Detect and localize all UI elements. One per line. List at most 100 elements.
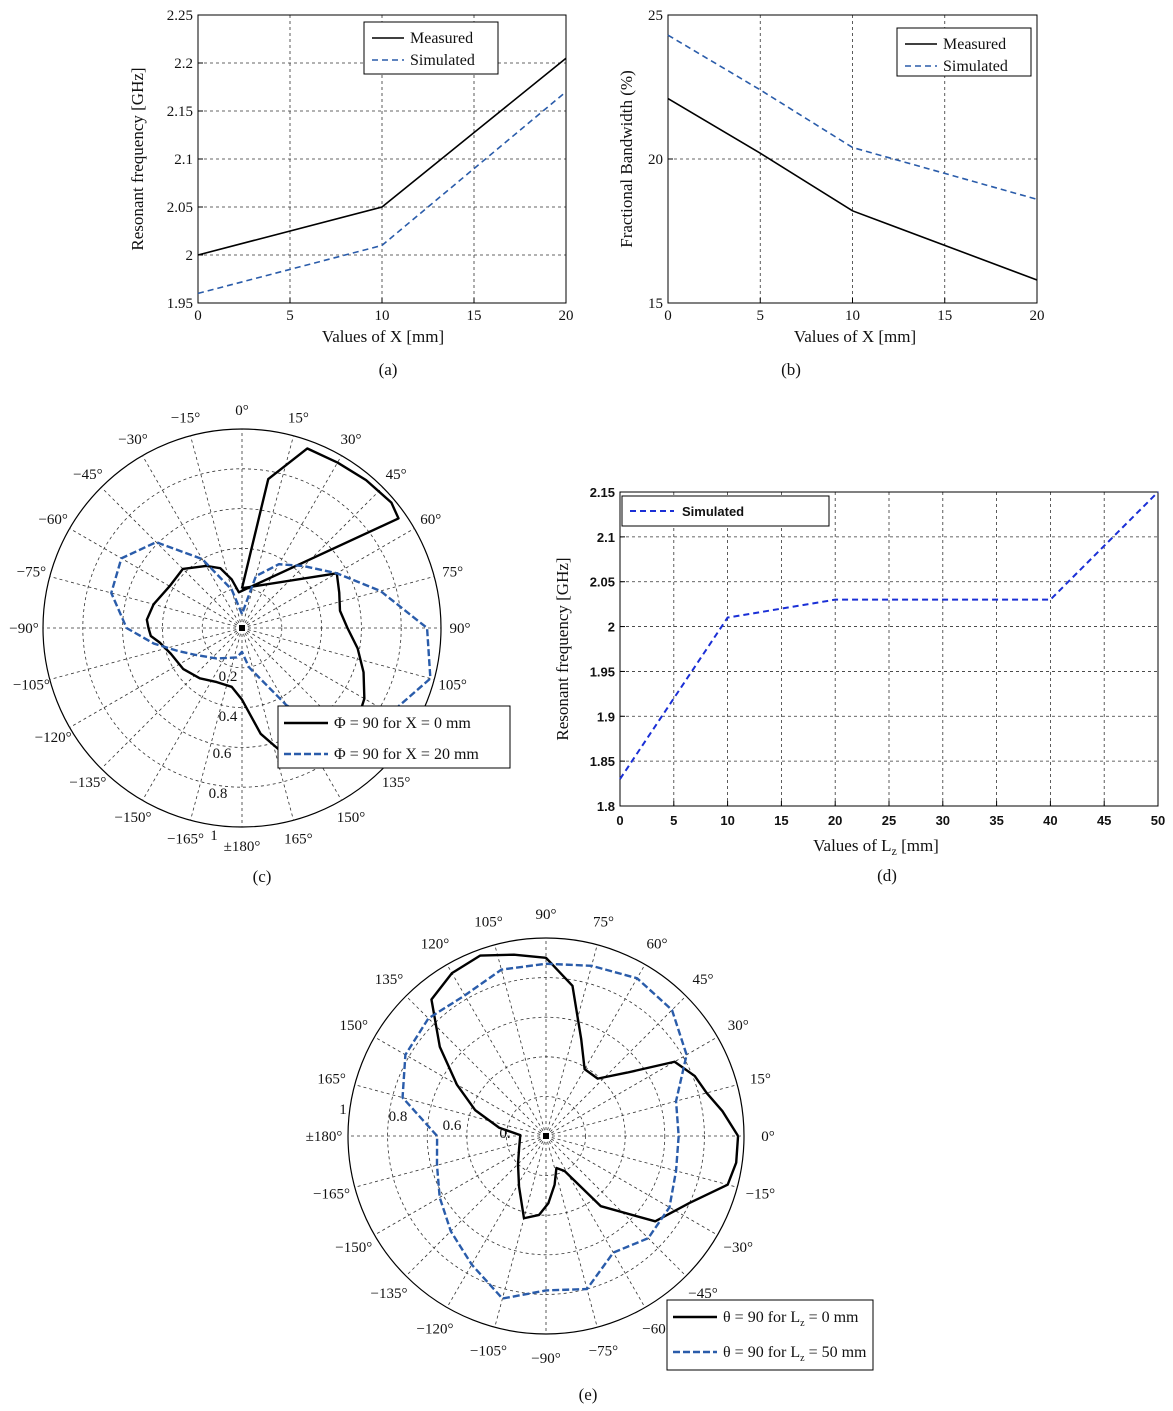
x-tick-label: 10 [720,813,734,828]
x-axis-label-unit: [mm] [897,836,939,855]
chart-c: 0°15°30°45°60°75°90°105°120°135°150°165°… [9,403,511,886]
y-tick-label: 1.95 [590,664,615,679]
x-tick-label: 25 [882,813,896,828]
legend-label: Φ = 90 for X = 20 mm [334,746,479,763]
y-tick-label: 20 [648,152,663,168]
angle-label: −105° [13,677,50,693]
polar-spoke [405,995,547,1137]
angle-label: 30° [728,1018,749,1034]
chart-e: 0° 15° 30° 45° 60° 75° 90° 105° 120° 135° 150° 165°… [306,907,874,1404]
polar-series-0 [430,953,740,1223]
angle-label: −165° [313,1186,350,1202]
figure-caption: (a) [379,360,398,379]
legend-label: Measured [410,30,473,47]
polar-ring [122,508,362,748]
y-tick-label: 2.25 [167,8,193,24]
angle-label: −15° [746,1186,775,1202]
legend-label-main: Φ = 90 for X = 20 mm [334,746,479,763]
angle-label: −75° [17,565,46,581]
legend-label: Φ = 90 for X = 0 mm [334,715,471,732]
series-line-0 [619,491,1159,780]
radial-tick-label: 1 [210,828,218,844]
x-tick-label: 0 [616,813,623,828]
angle-label: 120° [421,937,450,953]
series-line-1 [667,34,1038,201]
polar-spoke [545,995,687,1137]
polar-spoke [494,1135,547,1328]
x-tick-label: 50 [1151,813,1165,828]
polar-spoke [354,1135,547,1188]
legend-box [896,27,1032,77]
angle-label: 60° [647,937,668,953]
angle-label: −90° [9,621,38,637]
angle-label: 135° [382,775,411,791]
y-tick-label: 1.85 [590,754,615,769]
polar-spoke [354,1084,547,1137]
polar-center [543,1133,549,1139]
polar-spoke [545,1135,598,1328]
angle-label: −150° [115,810,152,826]
figure-caption: (e) [579,1385,598,1404]
polar-spoke [494,944,547,1137]
y-tick-label: 25 [648,8,663,24]
polar-ring [82,468,402,788]
x-tick-label: 45 [1097,813,1111,828]
angle-label: 75° [442,565,463,581]
x-tick-label: 35 [989,813,1003,828]
y-tick-label: 2.2 [174,56,193,72]
angle-label: 30° [341,432,362,448]
angle-label: −30° [724,1240,753,1256]
angle-label: −135° [371,1286,408,1302]
polar-spoke [545,964,646,1137]
y-axis-label: Resonant frequency [GHz] [128,67,147,250]
legend-label: Simulated [682,504,744,519]
angle-label: −120° [417,1321,454,1337]
angle-label: 45° [386,467,407,483]
legend-label-sub: z [800,1318,805,1329]
legend-label-main: θ = 90 for L [723,1309,800,1326]
angle-label: 105° [438,677,467,693]
angle-label: −75° [589,1343,618,1359]
legend: Φ = 90 for X = 0 mm Φ = 90 for X = 20 mm [277,705,511,769]
radial-tick-label: 0.8 [389,1109,408,1125]
x-tick-label: 15 [937,308,952,324]
polar-spoke [446,1135,547,1308]
series-line-0 [667,97,1038,281]
chart-d: 0 5 10 15 20 25 30 35 40 45 50 1.8 1.85 1.9 1.95 2 2.05 2… [553,485,1165,885]
angle-label: 90° [450,621,471,637]
y-tick-label: 2 [186,248,194,264]
polar-spoke [405,1135,547,1277]
x-axis-label: Values of Lz [mm] [813,836,939,858]
x-tick-label: 0 [664,308,672,324]
angle-label: 45° [692,972,713,988]
legend-label-suffix: = 50 mm [805,1344,867,1361]
y-axis-label: Fractional Bandwidth (%) [617,70,636,248]
polar-spoke [545,1135,718,1236]
y-tick-label: 2.05 [167,200,193,216]
angle-label: −165° [167,832,204,848]
polar-ring [426,1016,666,1256]
radial-tick-label: 0.6 [213,746,232,762]
angle-label: 150° [339,1018,368,1034]
angle-label: −120° [35,730,72,746]
polar-spoke [545,1084,738,1137]
legend-box [666,1299,874,1371]
angle-label: 105° [474,915,503,931]
radial-tick-label: 0.4 [219,709,238,725]
angle-label: −105° [470,1343,507,1359]
radial-tick-label: 0. [499,1126,510,1142]
y-tick-label: 2.15 [167,104,193,120]
x-tick-label: 20 [828,813,842,828]
angle-label: 0° [761,1129,775,1145]
y-tick-label: 1.8 [597,799,615,814]
legend-box [363,21,499,75]
y-tick-label: 1.9 [597,709,615,724]
x-tick-label: 5 [286,308,294,324]
angle-label: 90° [536,907,557,923]
polar-spoke [545,1135,738,1188]
x-axis-label-sub: z [892,844,897,858]
legend-label: Measured [943,36,1006,53]
polar-series-1 [110,540,432,728]
legend-box [277,705,511,769]
angle-label: −60° [642,1321,671,1337]
